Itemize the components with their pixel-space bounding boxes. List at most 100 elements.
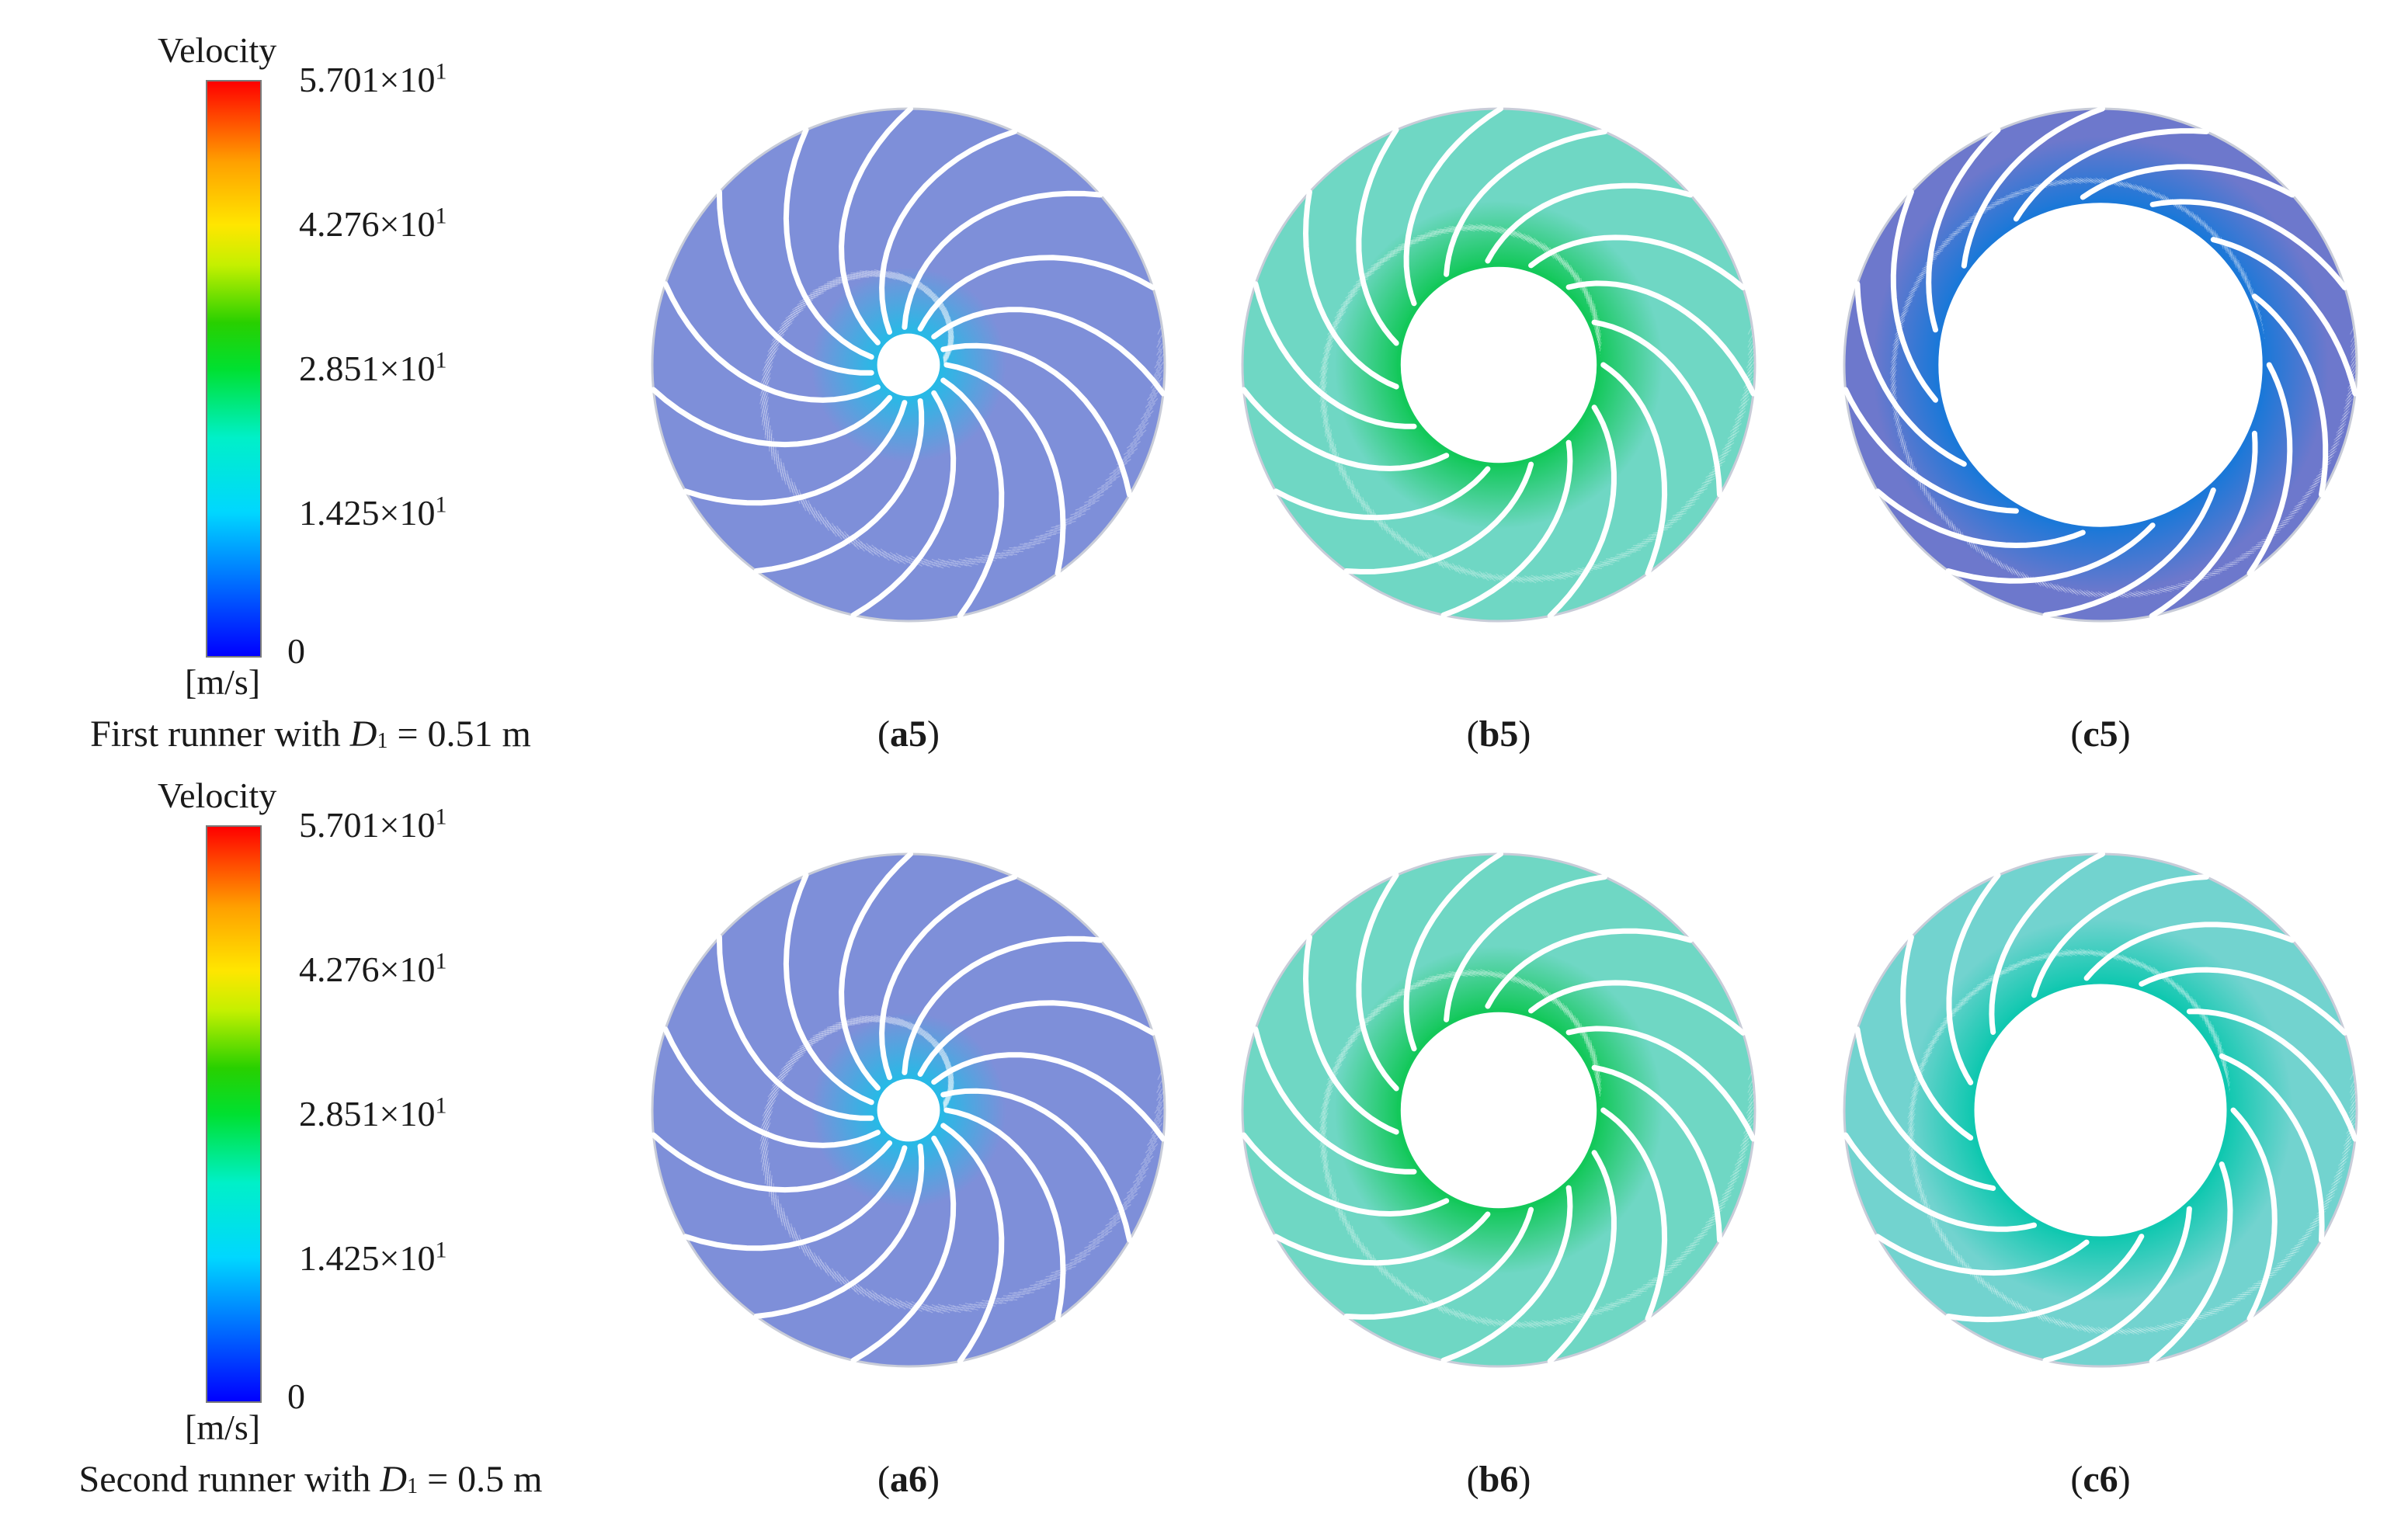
velocity-vector [1894, 414, 1899, 422]
velocity-vector [1322, 358, 1327, 366]
velocity-vector [1722, 445, 1729, 451]
velocity-vector [2191, 211, 2197, 219]
velocity-vector [1493, 574, 1501, 580]
velocity-vector [857, 271, 865, 273]
velocity-vector [1009, 547, 1017, 549]
velocity-vector [1496, 1318, 1503, 1324]
velocity-vector [1708, 475, 1716, 480]
velocity-vector [1324, 1096, 1330, 1104]
velocity-vector [1449, 1308, 1456, 1315]
velocity-vector [1998, 561, 2003, 570]
velocity-vector [1545, 576, 1552, 580]
velocity-vector [1891, 360, 1897, 368]
velocity-vector [787, 481, 790, 489]
velocity-vector [1520, 1323, 1527, 1328]
velocity-vector [1951, 231, 1959, 235]
velocity-vector [1485, 1317, 1492, 1323]
velocity-vector [1124, 456, 1131, 461]
velocity-vector [1576, 569, 1584, 572]
velocity-vector [1345, 1039, 1353, 1044]
velocity-vector [780, 1214, 782, 1223]
velocity-vector [1124, 453, 1131, 458]
velocity-vector [1895, 418, 1899, 426]
velocity-vector [1384, 523, 1388, 532]
velocity-vector [1592, 311, 1594, 319]
velocity-vector [1704, 1227, 1712, 1232]
velocity-vector [829, 282, 838, 284]
velocity-vector [809, 1248, 814, 1257]
velocity-vector [1326, 1079, 1333, 1086]
velocity-vector [1532, 983, 1538, 991]
velocity-vector [1440, 561, 1447, 568]
velocity-vector [1327, 1083, 1333, 1090]
velocity-vector [1367, 1018, 1374, 1022]
velocity-vector [963, 1304, 971, 1308]
velocity-vector [1890, 369, 1895, 377]
velocity-vector [1322, 1098, 1328, 1106]
velocity-vector [1697, 1234, 1704, 1238]
velocity-vector [1568, 1012, 1572, 1020]
velocity-vector [1913, 279, 1921, 284]
velocity-vector [2327, 452, 2335, 458]
velocity-vector [1433, 978, 1442, 981]
velocity-vector [929, 560, 937, 565]
velocity-vector [859, 1290, 865, 1297]
velocity-vector [900, 1020, 908, 1026]
velocity-vector [901, 557, 909, 564]
velocity-vector [2170, 585, 2179, 588]
velocity-vector [836, 533, 843, 540]
velocity-vector [1688, 1243, 1697, 1248]
velocity-vector [2175, 584, 2184, 588]
velocity-vector [1364, 1246, 1367, 1255]
velocity-vector [1735, 1165, 1742, 1172]
velocity-vector [2156, 193, 2163, 201]
velocity-vector [1741, 1148, 1748, 1155]
velocity-vector [1947, 236, 1955, 240]
velocity-vector [2306, 491, 2315, 495]
velocity-vector [2281, 519, 2289, 522]
velocity-vector [1384, 520, 1388, 529]
velocity-vector [853, 543, 860, 550]
velocity-vector [2083, 949, 2090, 954]
velocity-vector [1673, 1263, 1682, 1267]
velocity-vector [943, 1102, 947, 1110]
velocity-vector [1127, 452, 1135, 457]
velocity-vector [1897, 422, 1901, 431]
velocity-vector [1334, 312, 1341, 319]
velocity-vector [829, 522, 835, 531]
velocity-vector [1426, 551, 1433, 559]
velocity-vector [784, 477, 787, 485]
velocity-vector [1591, 1311, 1600, 1314]
velocity-vector [761, 390, 766, 397]
velocity-vector [1534, 242, 1541, 249]
velocity-vector [1485, 225, 1494, 231]
velocity-vector [1429, 234, 1437, 238]
velocity-vector [1096, 494, 1104, 498]
velocity-vector [859, 545, 865, 552]
velocity-vector [2347, 395, 2353, 402]
velocity-vector [1915, 277, 1923, 283]
velocity-vector [1701, 482, 1709, 488]
velocity-vector [1738, 1147, 1745, 1154]
velocity-vector [1445, 1306, 1452, 1313]
blade [940, 1088, 1132, 1243]
velocity-vector [1157, 327, 1162, 335]
velocity-vector [2337, 431, 2344, 437]
velocity-vector [2185, 207, 2190, 216]
velocity-vector [1347, 290, 1355, 297]
velocity-vector [2308, 485, 2316, 491]
velocity-vector [959, 563, 968, 567]
blade [1356, 873, 1399, 1092]
velocity-vector [1648, 533, 1657, 536]
velocity-vector [1326, 342, 1333, 350]
velocity-vector [856, 1020, 864, 1022]
velocity-vector [1644, 540, 1653, 543]
velocity-vector [1465, 568, 1473, 575]
velocity-vector [1562, 1002, 1567, 1011]
velocity-vector [1912, 1165, 1916, 1173]
velocity-vector [770, 1094, 776, 1101]
velocity-vector [1088, 499, 1096, 504]
velocity-vector [1045, 529, 1054, 533]
velocity-vector [1532, 238, 1538, 245]
velocity-vector [1319, 1125, 1323, 1133]
